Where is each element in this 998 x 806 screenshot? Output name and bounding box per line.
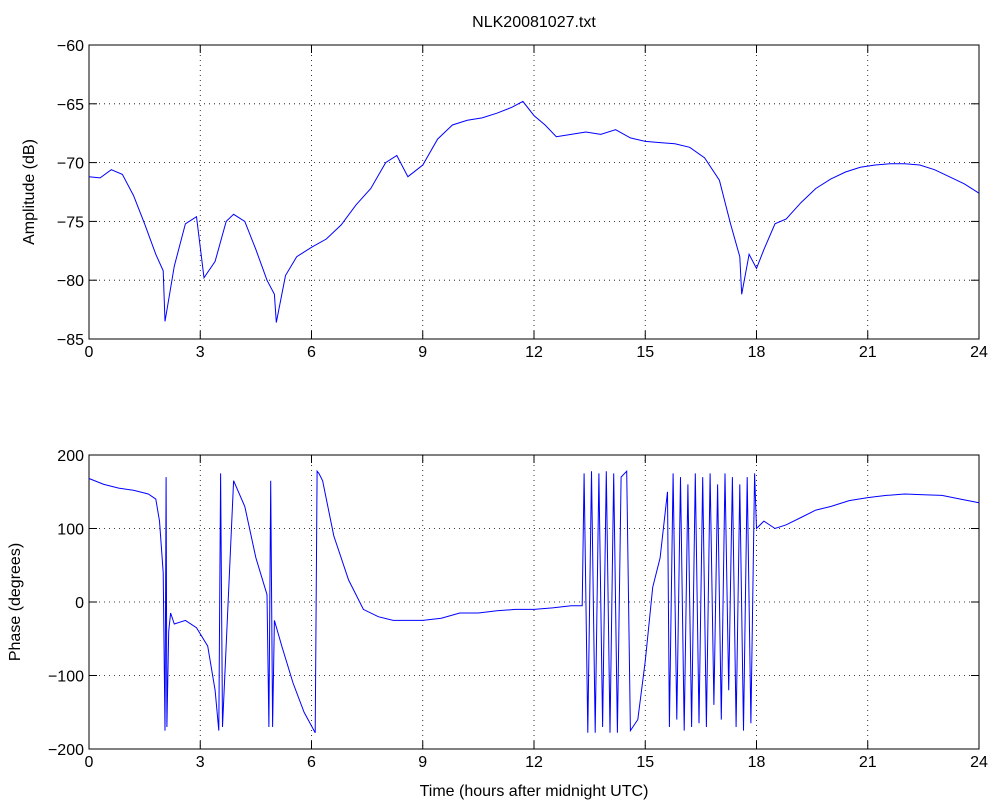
amplitude-y-tick-label: −60 [57, 38, 84, 55]
amplitude-x-tick-label: 12 [525, 344, 543, 361]
phase-x-tick-label: 6 [307, 754, 316, 771]
amplitude-x-tick-label: 6 [307, 344, 316, 361]
amplitude-x-tick-label: 18 [748, 344, 766, 361]
phase-x-tick-label: 12 [525, 754, 543, 771]
amplitude-y-tick-label: −65 [57, 97, 84, 114]
amplitude-y-tick-label: −75 [57, 214, 84, 231]
phase-x-tick-label: 21 [859, 754, 877, 771]
phase-y-tick-label: 100 [57, 522, 84, 539]
phase-x-tick-label: 24 [970, 754, 988, 771]
phase-x-tick-label: 0 [85, 754, 94, 771]
phase-series-line [88, 469, 980, 734]
amplitude-x-tick-label: 21 [859, 344, 877, 361]
phase-x-axis-label: Time (hours after midnight UTC) [420, 783, 649, 800]
amplitude-grid [89, 45, 979, 339]
phase-y-axis-label: Phase (degrees) [7, 543, 24, 661]
amplitude-series-line [88, 100, 980, 323]
amplitude-y-tick-label: −70 [57, 156, 84, 173]
phase-x-tick-label: 18 [748, 754, 766, 771]
amplitude-x-tick-label: 24 [970, 344, 988, 361]
phase-ticks: 0 3 6 9 12 15 18 21 24 −200 −100 0 100 200 [48, 448, 988, 771]
amplitude-y-tick-label: −80 [57, 273, 84, 290]
amplitude-y-axis-label: Amplitude (dB) [21, 139, 38, 245]
phase-y-tick-label: 0 [75, 595, 84, 612]
phase-x-tick-label: 15 [636, 754, 654, 771]
phase-plot: 0 3 6 9 12 15 18 21 24 −200 −100 0 100 200 Phase (deg… [7, 448, 988, 800]
amplitude-x-tick-label: 15 [636, 344, 654, 361]
phase-y-tick-label: −200 [48, 742, 84, 759]
phase-grid [89, 455, 979, 749]
figure-title: NLK20081027.txt [472, 14, 596, 31]
amplitude-x-tick-label: 3 [196, 344, 205, 361]
phase-x-tick-label: 3 [196, 754, 205, 771]
amplitude-x-tick-label: 9 [418, 344, 427, 361]
phase-y-tick-label: 200 [57, 448, 84, 465]
amplitude-ticks: 0 3 6 9 12 15 18 21 24 −85 −80 −75 −70 −65 −60 [57, 38, 988, 361]
amplitude-axes-box [88, 44, 980, 340]
amplitude-plot: 0 3 6 9 12 15 18 21 24 −85 −80 −75 −70 −65 −60 Amplitu… [21, 38, 988, 361]
amplitude-y-tick-label: −85 [57, 332, 84, 349]
phase-y-tick-label: −100 [48, 669, 84, 686]
amplitude-x-tick-label: 0 [85, 344, 94, 361]
phase-x-tick-label: 9 [418, 754, 427, 771]
